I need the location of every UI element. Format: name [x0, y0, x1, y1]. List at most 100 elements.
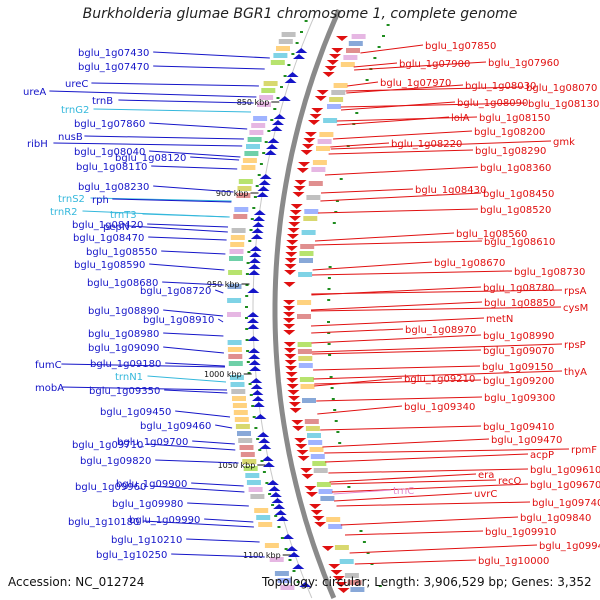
cog-box-left — [245, 473, 260, 478]
left-gene-label: bglu_1g08550 — [86, 247, 157, 258]
reverse-gene-arrow — [303, 138, 316, 143]
right-leader-line — [320, 192, 482, 202]
reverse-gene-arrow — [286, 234, 299, 239]
reverse-gene-arrow — [308, 120, 320, 125]
accession-label: Accession: NC_012724 — [8, 575, 145, 589]
gc-marker — [304, 20, 308, 22]
gc-marker — [334, 211, 338, 213]
reverse-gene-arrow — [291, 420, 304, 425]
forward-gene-arrow — [248, 360, 261, 365]
reverse-gene-arrow — [283, 300, 296, 305]
reverse-gene-arrow — [286, 240, 299, 245]
left-leader-line — [93, 108, 252, 113]
cog-box-left — [227, 298, 242, 303]
forward-gene-arrow — [248, 270, 261, 275]
right-leader-line — [310, 301, 483, 311]
forward-gene-arrow — [285, 546, 298, 551]
cog-box-left — [276, 46, 290, 51]
right-gene-label: bglu_1g09150 — [482, 362, 553, 373]
cog-box-left — [278, 39, 293, 44]
forward-gene-arrow — [270, 126, 283, 131]
left-gene-label: ureA — [23, 87, 46, 98]
right-leader-line — [320, 425, 482, 431]
reverse-gene-arrow — [289, 408, 302, 413]
reverse-gene-arrow — [283, 282, 296, 287]
cog-box-left — [228, 361, 243, 366]
forward-gene-arrow — [249, 252, 262, 257]
gc-marker — [249, 394, 253, 396]
reverse-gene-arrow — [293, 186, 306, 191]
cog-box-left — [234, 417, 249, 422]
gc-marker — [270, 119, 274, 121]
gc-marker — [262, 152, 266, 154]
right-gene-label: lolA — [451, 113, 470, 124]
right-leader-line — [314, 240, 483, 246]
forward-gene-arrow — [247, 336, 260, 341]
cog-box-left — [263, 81, 278, 86]
right-gene-label: bglu_1g09910 — [485, 527, 556, 538]
left-gene-label: bglu_1g09460 — [140, 421, 211, 432]
reverse-gene-arrow — [322, 72, 335, 77]
left-leader-line — [204, 518, 254, 523]
reverse-gene-arrow — [283, 324, 296, 329]
left-leader-line — [190, 156, 240, 161]
reverse-gene-arrow — [283, 318, 295, 323]
forward-gene-arrow — [249, 366, 262, 371]
gc-marker — [245, 328, 249, 330]
right-leader-line — [314, 377, 403, 387]
right-leader-line — [320, 188, 414, 194]
forward-gene-arrow — [247, 324, 260, 329]
left-leader-line — [84, 135, 244, 140]
left-gene-label: bglu_1g08110 — [76, 162, 147, 173]
reverse-gene-arrow — [309, 504, 322, 509]
cog-box-left — [227, 347, 242, 352]
cog-box-right — [316, 146, 330, 151]
cog-box-right — [301, 230, 316, 235]
forward-gene-arrow — [266, 144, 278, 149]
cog-box-right — [340, 62, 355, 67]
reverse-gene-arrow — [304, 486, 317, 491]
cog-box-left — [238, 438, 253, 443]
right-leader-line — [311, 334, 482, 344]
right-leader-line — [313, 370, 563, 380]
right-gene-label: bglu_1g08030 — [465, 81, 536, 92]
gc-marker — [327, 299, 331, 301]
cog-box-left — [270, 60, 285, 65]
cog-box-left — [274, 571, 289, 576]
forward-gene-arrow — [288, 552, 300, 557]
gc-marker — [283, 75, 287, 77]
cog-box-right — [333, 83, 348, 88]
forward-gene-arrow — [252, 396, 264, 401]
left-gene-label: bglu_1g09710 — [72, 440, 143, 451]
left-gene-label: bglu_1g07470 — [78, 62, 149, 73]
right-gene-label: gmk — [553, 137, 575, 148]
gc-marker — [254, 427, 258, 429]
cog-box-right — [329, 97, 344, 102]
right-leader-line — [353, 62, 398, 68]
forward-gene-arrow — [269, 492, 282, 497]
left-leader-line — [147, 223, 229, 228]
gc-marker — [339, 178, 343, 180]
right-leader-line — [346, 84, 464, 94]
cog-box-left — [237, 186, 252, 191]
reverse-gene-arrow — [285, 366, 298, 371]
right-gene-label: bglu_1g08450 — [483, 189, 554, 200]
gc-marker — [386, 24, 390, 26]
right-gene-label: metN — [486, 314, 513, 325]
reverse-gene-arrow — [283, 342, 296, 347]
reverse-gene-arrow — [309, 114, 322, 119]
left-gene-label: bglu_1g09980 — [112, 499, 183, 510]
right-leader-line — [334, 492, 473, 502]
right-gene-label: bglu_1g07900 — [399, 59, 470, 70]
cog-box-left — [227, 340, 242, 345]
gc-marker — [288, 559, 292, 561]
genome-backbone — [272, 9, 342, 599]
reverse-gene-arrow — [294, 438, 307, 443]
left-leader-line — [153, 51, 270, 59]
gc-marker — [338, 442, 342, 444]
cog-box-left — [256, 515, 271, 520]
left-gene-label: bglu_1g09960 — [75, 482, 146, 493]
left-gene-label: bglu_1g08680 — [87, 278, 158, 289]
left-gene-label: trnT3 — [110, 210, 137, 221]
right-leader-line — [330, 479, 497, 485]
